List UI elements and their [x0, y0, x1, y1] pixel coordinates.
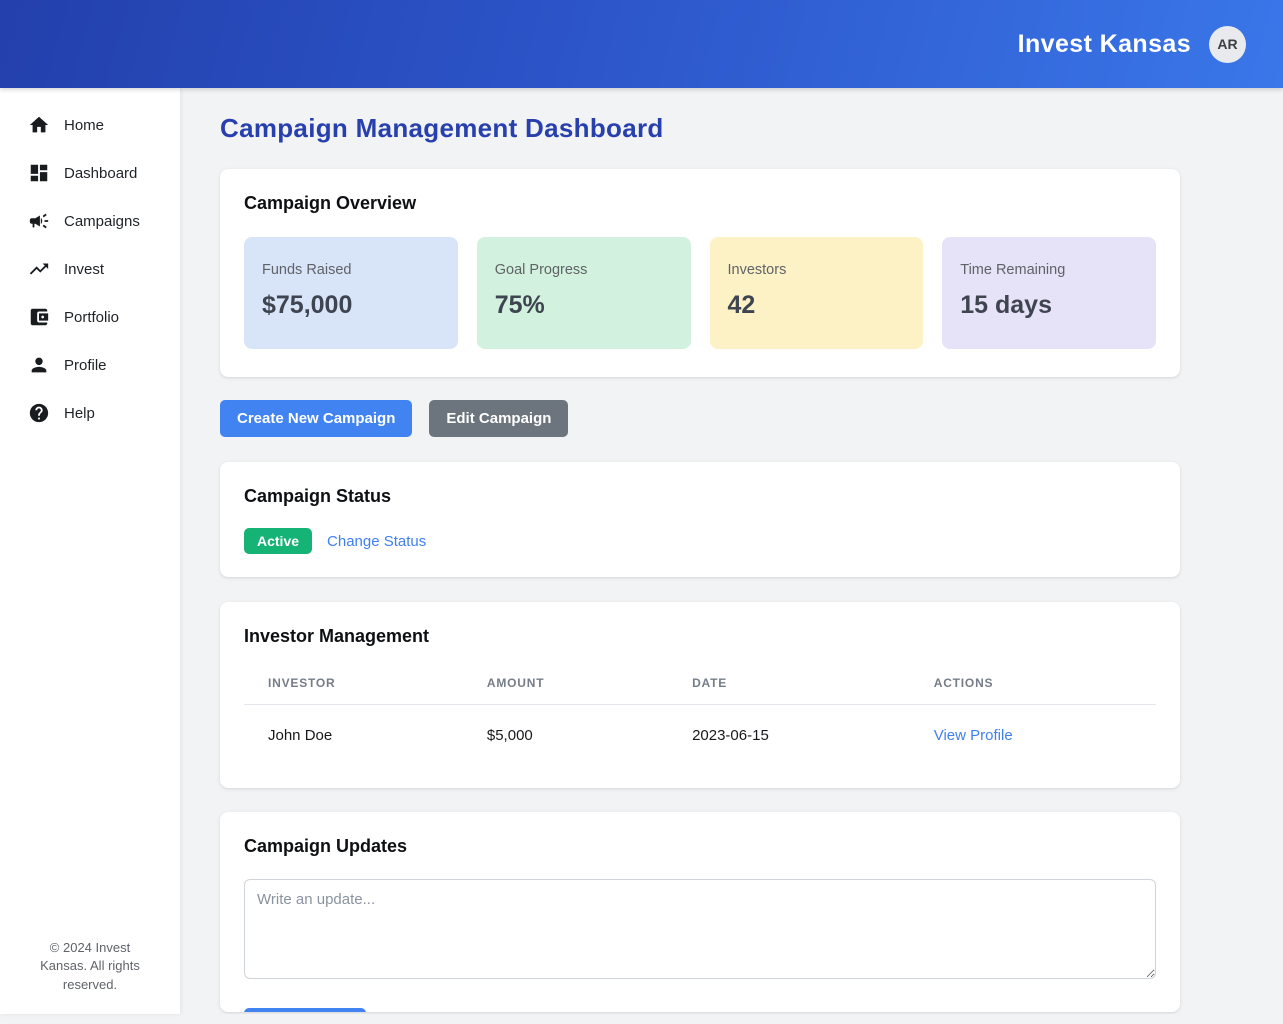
dashboard-icon: [28, 162, 50, 184]
sidebar-item-label: Dashboard: [64, 165, 137, 182]
sidebar-item-label: Profile: [64, 357, 107, 374]
campaign-updates-card: Campaign Updates Post Update: [220, 812, 1180, 1012]
sidebar-item-profile[interactable]: Profile: [0, 341, 180, 389]
column-header-investor: Investor: [244, 661, 463, 705]
stat-label: Goal Progress: [495, 262, 675, 278]
edit-campaign-button[interactable]: Edit Campaign: [429, 400, 568, 437]
wallet-icon: [28, 306, 50, 328]
main-content: Campaign Management Dashboard Campaign O…: [180, 88, 1283, 1014]
stat-goal-progress: Goal Progress 75%: [477, 237, 691, 349]
stat-value: 15 days: [960, 291, 1140, 320]
investors-table: Investor Amount Date Actions John Doe $5…: [244, 661, 1156, 766]
column-header-actions: Actions: [910, 661, 1156, 705]
cell-amount: $5,000: [463, 705, 668, 767]
table-row: John Doe $5,000 2023-06-15 View Profile: [244, 705, 1156, 767]
brand-title: Invest Kansas: [1018, 30, 1191, 59]
column-header-date: Date: [668, 661, 910, 705]
sidebar-item-label: Help: [64, 405, 95, 422]
stat-value: 42: [728, 291, 908, 320]
campaign-status-card: Campaign Status Active Change Status: [220, 462, 1180, 577]
create-campaign-button[interactable]: Create New Campaign: [220, 400, 412, 437]
update-input[interactable]: [244, 879, 1156, 979]
sidebar-item-campaigns[interactable]: Campaigns: [0, 197, 180, 245]
stat-label: Time Remaining: [960, 262, 1140, 278]
campaign-overview-card: Campaign Overview Funds Raised $75,000 G…: [220, 169, 1180, 377]
campaign-actions-row: Create New Campaign Edit Campaign: [220, 400, 1180, 437]
stat-funds-raised: Funds Raised $75,000: [244, 237, 458, 349]
sidebar-item-label: Portfolio: [64, 309, 119, 326]
sidebar-item-home[interactable]: Home: [0, 101, 180, 149]
stat-time-remaining: Time Remaining 15 days: [942, 237, 1156, 349]
stats-grid: Funds Raised $75,000 Goal Progress 75% I…: [244, 237, 1156, 349]
post-update-button[interactable]: Post Update: [244, 1008, 366, 1012]
help-icon: [28, 402, 50, 424]
sidebar-item-label: Campaigns: [64, 213, 140, 230]
view-profile-link[interactable]: View Profile: [934, 727, 1013, 744]
updates-title: Campaign Updates: [244, 836, 1156, 857]
column-header-amount: Amount: [463, 661, 668, 705]
stat-label: Funds Raised: [262, 262, 442, 278]
table-header-row: Investor Amount Date Actions: [244, 661, 1156, 705]
sidebar-item-help[interactable]: Help: [0, 389, 180, 437]
copyright-text: © 2024 Invest Kansas. All rights reserve…: [0, 939, 180, 1014]
sidebar-item-label: Home: [64, 117, 104, 134]
trending-up-icon: [28, 258, 50, 280]
stat-investors: Investors 42: [710, 237, 924, 349]
cell-date: 2023-06-15: [668, 705, 910, 767]
overview-title: Campaign Overview: [244, 193, 1156, 214]
sidebar: Home Dashboard Campaigns Invest Portfoli…: [0, 88, 180, 1014]
person-icon: [28, 354, 50, 376]
stat-label: Investors: [728, 262, 908, 278]
sidebar-item-portfolio[interactable]: Portfolio: [0, 293, 180, 341]
megaphone-icon: [28, 210, 50, 232]
app-header: Invest Kansas AR: [0, 0, 1283, 88]
page-title: Campaign Management Dashboard: [220, 113, 1180, 144]
sidebar-item-dashboard[interactable]: Dashboard: [0, 149, 180, 197]
status-badge: Active: [244, 528, 312, 554]
cell-investor-name: John Doe: [244, 705, 463, 767]
investors-title: Investor Management: [244, 626, 1156, 647]
change-status-link[interactable]: Change Status: [327, 533, 426, 550]
sidebar-item-label: Invest: [64, 261, 104, 278]
investor-management-card: Investor Management Investor Amount Date…: [220, 602, 1180, 788]
page-shell: Home Dashboard Campaigns Invest Portfoli…: [0, 88, 1283, 1014]
sidebar-item-invest[interactable]: Invest: [0, 245, 180, 293]
home-icon: [28, 114, 50, 136]
stat-value: $75,000: [262, 291, 442, 320]
avatar[interactable]: AR: [1209, 26, 1246, 63]
status-title: Campaign Status: [244, 486, 1156, 507]
stat-value: 75%: [495, 291, 675, 320]
